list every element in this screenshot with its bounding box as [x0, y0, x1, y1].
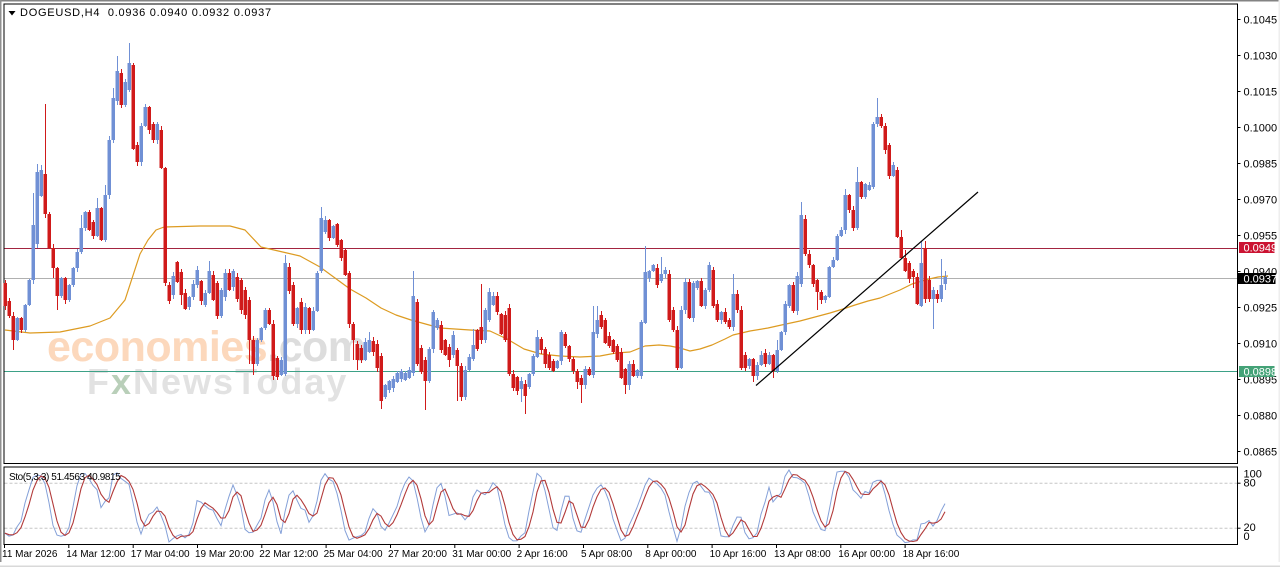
svg-text:0.0910: 0.0910 [1244, 338, 1278, 350]
svg-text:20: 20 [1244, 522, 1256, 534]
svg-text:Sto(5,3,3) 51.4563 40.9815: Sto(5,3,3) 51.4563 40.9815 [9, 472, 121, 483]
svg-text:0.0880: 0.0880 [1244, 410, 1278, 422]
svg-text:0.0970: 0.0970 [1244, 194, 1278, 206]
svg-text:0.0949: 0.0949 [1244, 242, 1278, 254]
svg-text:27 Mar 20:00: 27 Mar 20:00 [388, 549, 447, 560]
svg-text:18 Apr 16:00: 18 Apr 16:00 [903, 549, 960, 560]
svg-text:2 Apr 16:00: 2 Apr 16:00 [517, 549, 569, 560]
svg-text:0.1045: 0.1045 [1244, 14, 1278, 26]
svg-text:0.0985: 0.0985 [1244, 158, 1278, 170]
svg-text:FxNewsToday: FxNewsToday [87, 361, 348, 402]
svg-text:0.0937: 0.0937 [1244, 273, 1278, 285]
svg-text:DOGEUSD,H4 0.0936 0.0940 0.09: DOGEUSD,H4 0.0936 0.0940 0.0932 0.0937 [20, 7, 272, 19]
svg-text:0.0895: 0.0895 [1244, 374, 1278, 386]
svg-text:0: 0 [1244, 531, 1250, 543]
svg-text:16 Apr 00:00: 16 Apr 00:00 [838, 549, 895, 560]
svg-text:13 Apr 08:00: 13 Apr 08:00 [774, 549, 831, 560]
svg-text:0.0865: 0.0865 [1244, 446, 1278, 458]
svg-text:5 Apr 08:00: 5 Apr 08:00 [581, 549, 633, 560]
svg-text:100: 100 [1244, 469, 1262, 481]
svg-text:0.0925: 0.0925 [1244, 302, 1278, 314]
svg-text:10 Apr 16:00: 10 Apr 16:00 [710, 549, 767, 560]
svg-text:25 Mar 04:00: 25 Mar 04:00 [324, 549, 383, 560]
svg-text:31 Mar 00:00: 31 Mar 00:00 [452, 549, 511, 560]
svg-text:0.0955: 0.0955 [1244, 230, 1278, 242]
svg-text:0.1015: 0.1015 [1244, 86, 1278, 98]
svg-text:19 Mar 20:00: 19 Mar 20:00 [195, 549, 254, 560]
svg-text:8 Apr 00:00: 8 Apr 00:00 [645, 549, 697, 560]
svg-text:0.1000: 0.1000 [1244, 122, 1278, 134]
svg-text:22 Mar 12:00: 22 Mar 12:00 [259, 549, 318, 560]
svg-text:14 Mar 12:00: 14 Mar 12:00 [66, 549, 125, 560]
svg-text:11 Mar 2026: 11 Mar 2026 [2, 549, 58, 560]
svg-text:0.0898: 0.0898 [1244, 366, 1278, 378]
svg-text:80: 80 [1244, 477, 1256, 489]
svg-text:17 Mar 04:00: 17 Mar 04:00 [131, 549, 190, 560]
svg-text:0.1030: 0.1030 [1244, 50, 1278, 62]
